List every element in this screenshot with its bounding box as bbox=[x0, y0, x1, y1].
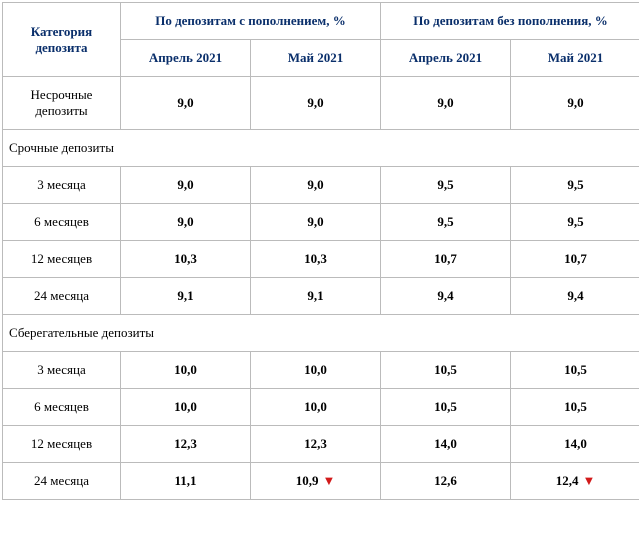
cell-value: 9,5 bbox=[381, 204, 511, 241]
table-row: 12 месяцев 10,3 10,3 10,7 10,7 bbox=[3, 241, 639, 278]
cell-value: 9,0 bbox=[251, 77, 381, 130]
cell-value: 10,7 bbox=[511, 241, 639, 278]
table-row: 6 месяцев 10,0 10,0 10,5 10,5 bbox=[3, 389, 639, 426]
header-category: Категория депозита bbox=[3, 3, 121, 77]
header-col-a2: Май 2021 bbox=[251, 40, 381, 77]
triangle-down-icon: ▼ bbox=[582, 473, 595, 488]
table-row: Несрочные депозиты 9,0 9,0 9,0 9,0 bbox=[3, 77, 639, 130]
section-row: Срочные депозиты bbox=[3, 130, 639, 167]
row-label: 24 месяца bbox=[3, 463, 121, 500]
cell-value: 10,0 bbox=[121, 389, 251, 426]
rates-table: Категория депозита По депозитам с пополн… bbox=[2, 2, 639, 500]
cell-value: 10,5 bbox=[381, 389, 511, 426]
cell-value: 9,0 bbox=[381, 77, 511, 130]
cell-value: 10,5 bbox=[511, 389, 639, 426]
header-group-b: По депозитам без пополнения, % bbox=[381, 3, 639, 40]
cell-value: 14,0 bbox=[381, 426, 511, 463]
cell-value: 9,5 bbox=[511, 204, 639, 241]
row-label: Несрочные депозиты bbox=[3, 77, 121, 130]
cell-value: 10,0 bbox=[121, 352, 251, 389]
cell-value: 12,3 bbox=[251, 426, 381, 463]
cell-value: 12,6 bbox=[381, 463, 511, 500]
cell-value: 9,4 bbox=[511, 278, 639, 315]
cell-value: 12,4▼ bbox=[511, 463, 639, 500]
header-col-b2: Май 2021 bbox=[511, 40, 639, 77]
cell-value: 9,1 bbox=[121, 278, 251, 315]
cell-value: 10,0 bbox=[251, 389, 381, 426]
cell-value: 9,1 bbox=[251, 278, 381, 315]
table-row: 24 месяца 9,1 9,1 9,4 9,4 bbox=[3, 278, 639, 315]
cell-value: 9,0 bbox=[511, 77, 639, 130]
row-label: 12 месяцев bbox=[3, 241, 121, 278]
cell-value: 9,4 bbox=[381, 278, 511, 315]
row-label: 3 месяца bbox=[3, 352, 121, 389]
cell-value: 9,0 bbox=[121, 167, 251, 204]
triangle-down-icon: ▼ bbox=[322, 473, 335, 488]
cell-text: 12,4 bbox=[556, 473, 579, 488]
table-row: 3 месяца 9,0 9,0 9,5 9,5 bbox=[3, 167, 639, 204]
cell-value: 10,5 bbox=[511, 352, 639, 389]
cell-value: 9,0 bbox=[121, 77, 251, 130]
section-label: Сберегательные депозиты bbox=[3, 315, 639, 352]
cell-value: 10,9▼ bbox=[251, 463, 381, 500]
table-row: 24 месяца 11,1 10,9▼ 12,6 12,4▼ bbox=[3, 463, 639, 500]
table-row: 3 месяца 10,0 10,0 10,5 10,5 bbox=[3, 352, 639, 389]
row-label: 12 месяцев bbox=[3, 426, 121, 463]
cell-value: 10,5 bbox=[381, 352, 511, 389]
cell-value: 10,0 bbox=[251, 352, 381, 389]
cell-value: 9,5 bbox=[381, 167, 511, 204]
row-label: 3 месяца bbox=[3, 167, 121, 204]
header-col-a1: Апрель 2021 bbox=[121, 40, 251, 77]
section-row: Сберегательные депозиты bbox=[3, 315, 639, 352]
table-row: 6 месяцев 9,0 9,0 9,5 9,5 bbox=[3, 204, 639, 241]
cell-value: 9,0 bbox=[121, 204, 251, 241]
cell-value: 10,7 bbox=[381, 241, 511, 278]
cell-text: 10,9 bbox=[296, 473, 319, 488]
section-label: Срочные депозиты bbox=[3, 130, 639, 167]
cell-value: 9,0 bbox=[251, 204, 381, 241]
cell-value: 9,5 bbox=[511, 167, 639, 204]
cell-value: 12,3 bbox=[121, 426, 251, 463]
cell-value: 10,3 bbox=[121, 241, 251, 278]
cell-value: 11,1 bbox=[121, 463, 251, 500]
table-row: 12 месяцев 12,3 12,3 14,0 14,0 bbox=[3, 426, 639, 463]
cell-value: 9,0 bbox=[251, 167, 381, 204]
header-col-b1: Апрель 2021 bbox=[381, 40, 511, 77]
row-label: 6 месяцев bbox=[3, 204, 121, 241]
cell-value: 14,0 bbox=[511, 426, 639, 463]
header-group-a: По депозитам с пополнением, % bbox=[121, 3, 381, 40]
cell-value: 10,3 bbox=[251, 241, 381, 278]
row-label: 6 месяцев bbox=[3, 389, 121, 426]
row-label: 24 месяца bbox=[3, 278, 121, 315]
